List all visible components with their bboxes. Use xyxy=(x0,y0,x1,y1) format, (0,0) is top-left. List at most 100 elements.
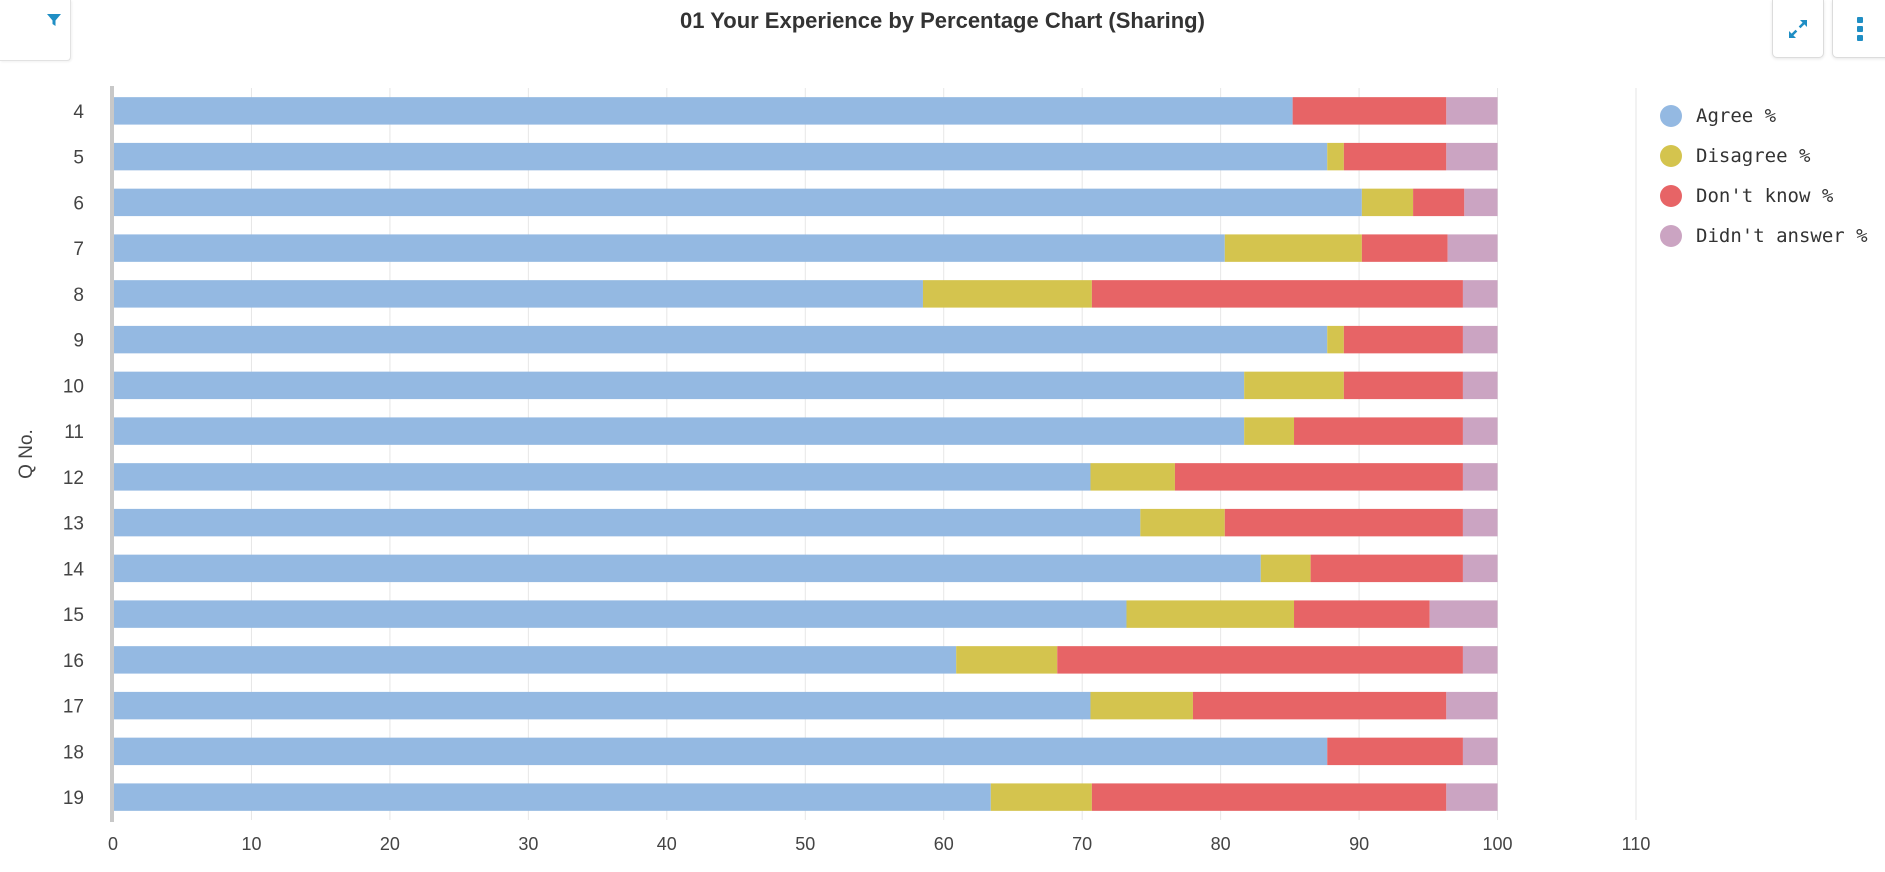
y-axis-title: Q No. xyxy=(16,429,37,479)
bar-segment xyxy=(1126,600,1295,628)
bar-segment xyxy=(1361,234,1448,262)
x-tick-label: 40 xyxy=(657,834,677,854)
more-vertical-icon xyxy=(1857,17,1863,41)
x-tick-label: 10 xyxy=(241,834,261,854)
bar-segment xyxy=(1462,325,1498,354)
bar-segment xyxy=(922,280,1092,308)
y-tick-label: 5 xyxy=(73,148,84,169)
y-tick-label: 17 xyxy=(63,697,84,718)
bar-segment xyxy=(113,417,1245,445)
bar-segment xyxy=(1091,280,1463,308)
bar-segment xyxy=(1462,646,1498,674)
bar-segment xyxy=(1327,142,1344,171)
y-tick-label: 15 xyxy=(63,605,84,626)
bar-segment xyxy=(1090,463,1175,491)
y-tick-label: 11 xyxy=(64,422,84,443)
x-tick-label: 70 xyxy=(1072,834,1092,854)
bar-segment xyxy=(113,691,1091,720)
bar-segment xyxy=(1224,234,1362,262)
legend-swatch-icon xyxy=(1660,225,1682,247)
bar-segment xyxy=(113,508,1141,537)
bar-segment xyxy=(113,783,991,811)
bar-segment xyxy=(113,554,1261,583)
bar-segment xyxy=(1462,417,1498,445)
bar-segment xyxy=(990,783,1092,811)
bar-segment xyxy=(113,600,1127,628)
bar-segment xyxy=(1292,97,1447,125)
bar-segment xyxy=(113,97,1293,125)
x-tick-label: 110 xyxy=(1622,834,1651,854)
bar-segment xyxy=(113,371,1245,400)
expand-icon xyxy=(1789,20,1807,38)
bar-segment xyxy=(1464,188,1498,217)
bar-segment xyxy=(1446,691,1498,720)
chart-title: 01 Your Experience by Percentage Chart (… xyxy=(680,8,1205,33)
bar-segment xyxy=(1244,417,1295,445)
bar-segment xyxy=(1446,142,1498,171)
legend-item[interactable]: Disagree % xyxy=(1660,136,1885,176)
bar-segment xyxy=(1462,508,1498,537)
y-tick-label: 9 xyxy=(73,331,84,352)
y-tick-label: 13 xyxy=(63,514,84,535)
bar-segment xyxy=(1140,508,1225,537)
bar-segment xyxy=(1343,371,1463,400)
y-tick-label: 18 xyxy=(63,742,84,763)
bar-segment xyxy=(1090,691,1193,720)
x-tick-label: 100 xyxy=(1483,834,1513,854)
bar-segment xyxy=(1294,600,1430,628)
y-tick-label: 8 xyxy=(73,285,84,306)
legend-swatch-icon xyxy=(1660,145,1682,167)
bar-segment xyxy=(113,463,1091,491)
y-axis-line xyxy=(110,86,114,822)
bar-segment xyxy=(1327,325,1344,354)
bar-segment xyxy=(1343,142,1447,171)
x-tick-label: 90 xyxy=(1349,834,1369,854)
y-tick-label: 4 xyxy=(73,102,84,123)
y-tick-label: 10 xyxy=(63,376,84,397)
more-options-button[interactable] xyxy=(1832,0,1885,58)
bar-segment xyxy=(1192,691,1447,720)
filter-button[interactable] xyxy=(0,0,71,61)
bar-segment xyxy=(1343,325,1463,354)
bar-segment xyxy=(113,737,1328,766)
bar-segment xyxy=(113,280,923,308)
legend-label: Agree % xyxy=(1696,105,1777,127)
bar-segment xyxy=(1260,554,1311,583)
y-tick-label: 19 xyxy=(63,788,84,809)
legend-swatch-icon xyxy=(1660,105,1682,127)
x-tick-label: 50 xyxy=(795,834,815,854)
y-tick-label: 7 xyxy=(73,239,84,260)
bar-segment xyxy=(1413,188,1465,217)
bar-segment xyxy=(1294,417,1463,445)
x-tick-label: 60 xyxy=(934,834,954,854)
bar-segment xyxy=(1462,371,1498,400)
legend-item[interactable]: Agree % xyxy=(1660,96,1885,136)
y-tick-label: 6 xyxy=(73,193,84,214)
bar-segment xyxy=(113,188,1362,217)
bar-segment xyxy=(1462,280,1498,308)
x-tick-label: 20 xyxy=(380,834,400,854)
bar-segment xyxy=(1057,646,1463,674)
x-tick-label: 30 xyxy=(518,834,538,854)
filter-icon xyxy=(47,14,61,26)
bar-segment xyxy=(1446,97,1498,125)
expand-button[interactable] xyxy=(1772,0,1824,58)
chart-legend: Agree % Disagree % Don't know % Didn't answ… xyxy=(1660,96,1885,256)
bar-segment xyxy=(1462,463,1498,491)
legend-label: Didn't answer % xyxy=(1696,225,1868,247)
x-tick-label: 0 xyxy=(108,834,118,854)
bar-segment xyxy=(113,646,957,674)
bar-segment xyxy=(1446,783,1498,811)
bar-segment xyxy=(113,325,1328,354)
bar-segment xyxy=(956,646,1058,674)
bar-segment xyxy=(1361,188,1414,217)
legend-swatch-icon xyxy=(1660,185,1682,207)
legend-item[interactable]: Don't know % xyxy=(1660,176,1885,216)
legend-label: Disagree % xyxy=(1696,145,1811,167)
bar-segment xyxy=(1327,737,1463,766)
legend-item[interactable]: Didn't answer % xyxy=(1660,216,1885,256)
bar-segment xyxy=(113,234,1225,262)
bar-segment xyxy=(1244,371,1344,400)
